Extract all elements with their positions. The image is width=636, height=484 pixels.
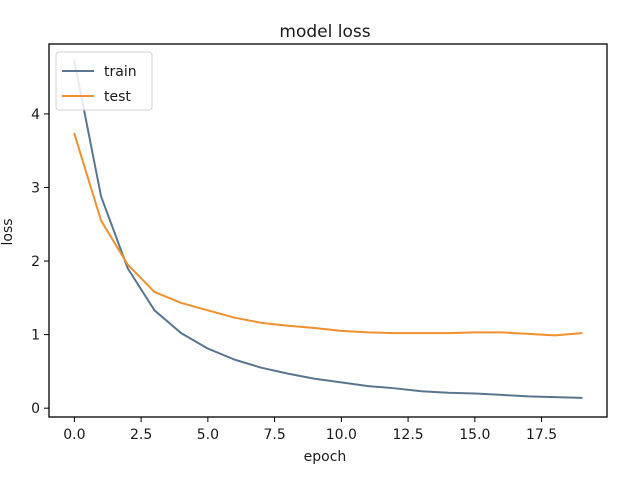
y-tick-label: 0 — [31, 401, 40, 417]
x-axis-label: epoch — [304, 449, 347, 465]
y-tick-label: 3 — [31, 180, 40, 196]
x-tick-label: 0.0 — [63, 427, 85, 443]
x-tick-label: 7.5 — [263, 427, 285, 443]
legend-label-test: test — [104, 89, 131, 105]
y-tick-label: 4 — [31, 107, 40, 123]
x-tick-label: 5.0 — [197, 427, 219, 443]
x-tick-label: 10.0 — [326, 427, 357, 443]
y-tick-label: 2 — [31, 254, 40, 270]
series-line-train — [73, 59, 583, 399]
y-axis-label: loss — [0, 218, 16, 245]
series-layer — [73, 59, 583, 399]
y-axis: 0 1 2 3 4 — [31, 107, 49, 417]
chart-title: model loss — [279, 22, 370, 42]
y-tick-label: 1 — [31, 328, 40, 344]
x-tick-label: 17.5 — [526, 427, 557, 443]
series-line-test — [73, 132, 583, 337]
legend-label-train: train — [104, 64, 137, 80]
plot-area — [48, 43, 608, 418]
x-axis: 0.0 2.5 5.0 7.5 10.0 12.5 15.0 17.5 — [63, 417, 557, 443]
x-tick-label: 12.5 — [393, 427, 424, 443]
x-tick-label: 15.0 — [459, 427, 490, 443]
legend: train test — [55, 51, 153, 111]
x-tick-label: 2.5 — [130, 427, 152, 443]
